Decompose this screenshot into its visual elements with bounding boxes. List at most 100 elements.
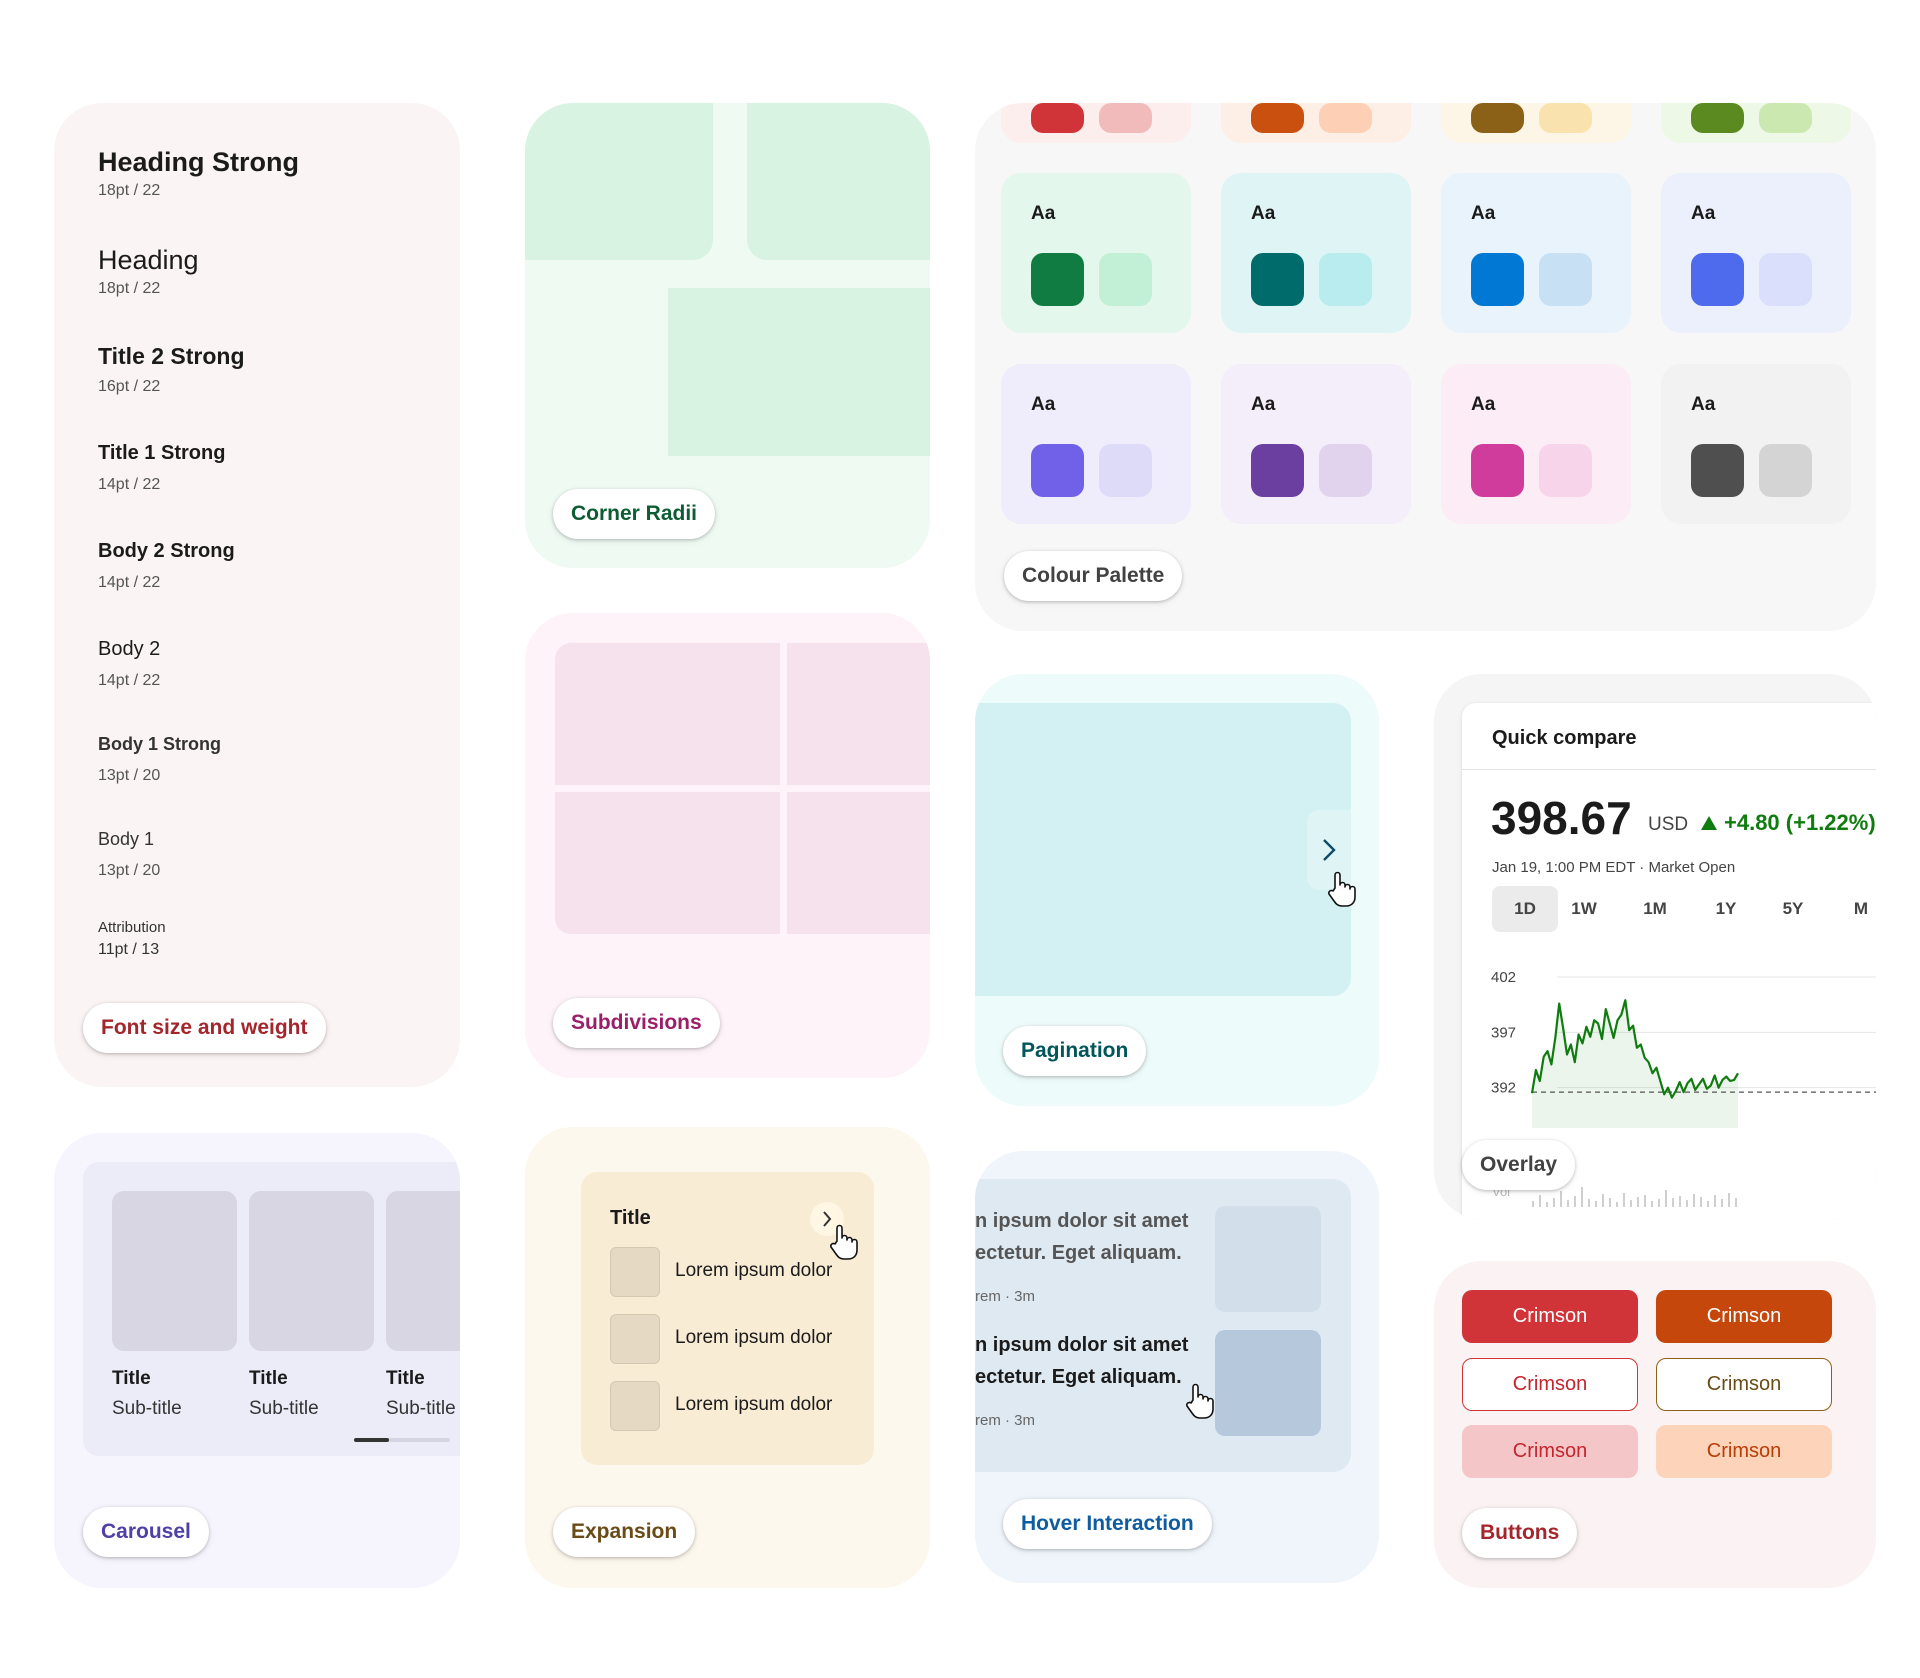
type-sample-title2-strong: Title 2 Strong bbox=[98, 343, 245, 369]
volume-bar bbox=[1553, 1198, 1555, 1207]
carousel-item-title: Title bbox=[112, 1368, 151, 1389]
colour-palette-chip[interactable]: Colour Palette bbox=[1004, 551, 1183, 601]
color-swatch-light bbox=[1539, 444, 1592, 497]
overlay-chip[interactable]: Overlay bbox=[1462, 1140, 1576, 1190]
expansion-panel: Title Lorem ipsum dolor Lorem ipsum dolor… bbox=[581, 1172, 874, 1465]
buttons-card: Crimson Crimson Crimson Crimson Crimson … bbox=[1434, 1261, 1876, 1588]
timeframe-tab[interactable]: 5Y bbox=[1782, 899, 1804, 918]
timeframe-tab[interactable]: M bbox=[1853, 899, 1869, 918]
color-swatch-dark bbox=[1251, 444, 1304, 497]
pagination-chip[interactable]: Pagination bbox=[1003, 1026, 1147, 1076]
list-item-thumbnail bbox=[610, 1381, 660, 1431]
color-swatch-light bbox=[1759, 253, 1812, 306]
color-swatch-dark bbox=[1691, 103, 1744, 133]
color-swatch-light bbox=[1099, 253, 1152, 306]
palette-swatch-card: Aa bbox=[1661, 364, 1851, 524]
filled-crimson-button[interactable]: Crimson bbox=[1462, 1290, 1638, 1343]
tinted-crimson-button[interactable]: Crimson bbox=[1462, 1425, 1638, 1478]
color-swatch-dark bbox=[1031, 253, 1084, 306]
color-swatch-light bbox=[1759, 444, 1812, 497]
list-item-label[interactable]: Lorem ipsum dolor bbox=[675, 1394, 833, 1415]
article-headline[interactable]: ectetur. Eget aliquam. bbox=[975, 1242, 1182, 1264]
stock-price: 398.67 bbox=[1491, 792, 1632, 844]
carousel-item-subtitle: Sub-title bbox=[249, 1398, 319, 1419]
article-headline[interactable]: n ipsum dolor sit amet bbox=[975, 1334, 1189, 1356]
panel-title: Quick compare bbox=[1492, 727, 1637, 749]
timeframe-tab[interactable]: 1W bbox=[1571, 899, 1597, 918]
palette-swatch-card bbox=[1001, 103, 1191, 143]
volume-bar bbox=[1693, 1194, 1695, 1207]
subdivisions-card: Subdivisions bbox=[525, 613, 930, 1078]
timeframe-tab[interactable]: 1M bbox=[1643, 899, 1667, 918]
color-swatch-dark bbox=[1031, 444, 1084, 497]
pagination-slide bbox=[975, 703, 1351, 996]
volume-bar bbox=[1574, 1196, 1576, 1207]
volume-bar bbox=[1707, 1201, 1709, 1207]
volume-bar bbox=[1665, 1190, 1667, 1207]
palette-swatch-card: Aa bbox=[1001, 364, 1191, 524]
quick-compare-panel: Quick compare 398.67 USD +4.80 (+1.22%) … bbox=[1462, 703, 1876, 1219]
carousel-scrollbar-track[interactable] bbox=[354, 1438, 450, 1442]
timeframe-tab[interactable]: 1Y bbox=[1715, 899, 1737, 918]
volume-bar bbox=[1714, 1195, 1716, 1207]
filled-pumpkin-button[interactable]: Crimson bbox=[1656, 1290, 1832, 1343]
outline-olive-button[interactable]: Crimson bbox=[1656, 1358, 1832, 1411]
chevron-right-icon bbox=[1323, 839, 1336, 861]
article-thumbnail[interactable] bbox=[1215, 1206, 1321, 1312]
y-tick-label: 397 bbox=[1491, 1024, 1516, 1041]
type-spec: 18pt / 22 bbox=[98, 182, 161, 199]
carousel-item-title: Title bbox=[386, 1368, 425, 1389]
buttons-chip[interactable]: Buttons bbox=[1462, 1508, 1578, 1558]
price-area bbox=[1532, 1000, 1738, 1128]
arrow-up-icon bbox=[1701, 816, 1717, 830]
type-spec: 14pt / 22 bbox=[98, 574, 161, 591]
list-item-thumbnail bbox=[610, 1247, 660, 1297]
carousel-item-image[interactable] bbox=[249, 1191, 374, 1351]
list-item-thumbnail bbox=[610, 1314, 660, 1364]
timeframe-tabs: 1D 1W 1M 1Y 5Y M bbox=[1492, 886, 1876, 932]
type-sample-heading-strong: Heading Strong bbox=[98, 147, 299, 177]
color-swatch-dark bbox=[1691, 444, 1744, 497]
panel-divider bbox=[1462, 769, 1876, 770]
outline-crimson-button[interactable]: Crimson bbox=[1462, 1358, 1638, 1411]
hover-interaction-chip[interactable]: Hover Interaction bbox=[1003, 1499, 1212, 1549]
volume-bar bbox=[1560, 1191, 1562, 1207]
radius-sample-tile bbox=[668, 288, 930, 456]
price-chart: 402397392387 bbox=[1491, 969, 1876, 1128]
list-item-label[interactable]: Lorem ipsum dolor bbox=[675, 1327, 833, 1348]
font-size-weight-chip[interactable]: Font size and weight bbox=[83, 1003, 326, 1053]
radius-sample-tile bbox=[525, 103, 713, 260]
article-headline[interactable]: n ipsum dolor sit amet bbox=[975, 1210, 1189, 1232]
palette-swatch-card bbox=[1441, 103, 1631, 143]
subdivision-tile bbox=[555, 643, 780, 785]
carousel-item-image[interactable] bbox=[386, 1191, 460, 1351]
color-swatch-dark bbox=[1471, 444, 1524, 497]
volume-bar bbox=[1532, 1201, 1534, 1207]
palette-swatch-card: Aa bbox=[1441, 364, 1631, 524]
carousel-item-title: Title bbox=[249, 1368, 288, 1389]
volume-bar bbox=[1700, 1197, 1702, 1207]
volume-bar bbox=[1630, 1200, 1632, 1207]
type-sample-body2: Body 2 bbox=[98, 638, 161, 660]
next-page-button[interactable] bbox=[1307, 810, 1351, 890]
sample-text: Aa bbox=[1251, 394, 1276, 415]
article-thumbnail[interactable] bbox=[1215, 1330, 1321, 1436]
palette-swatch-card: Aa bbox=[1661, 173, 1851, 333]
sample-text: Aa bbox=[1251, 203, 1276, 224]
volume-bar bbox=[1672, 1198, 1674, 1207]
price-timestamp: Jan 19, 1:00 PM EDT · Market Open bbox=[1492, 859, 1736, 876]
subdivisions-chip[interactable]: Subdivisions bbox=[553, 998, 720, 1048]
carousel-item-subtitle: Sub-title bbox=[386, 1398, 456, 1419]
list-item-label[interactable]: Lorem ipsum dolor bbox=[675, 1260, 833, 1281]
carousel-scrollbar-thumb[interactable] bbox=[354, 1438, 389, 1442]
timeframe-tab[interactable]: 1D bbox=[1492, 886, 1558, 932]
carousel-item-image[interactable] bbox=[112, 1191, 237, 1351]
expansion-chip[interactable]: Expansion bbox=[553, 1507, 696, 1557]
carousel-card: Title Sub-title Title Sub-title Title Sub-tit… bbox=[54, 1133, 460, 1588]
carousel-chip[interactable]: Carousel bbox=[83, 1507, 209, 1557]
radius-sample-tile bbox=[747, 103, 930, 260]
tinted-pumpkin-button[interactable]: Crimson bbox=[1656, 1425, 1832, 1478]
sample-text: Aa bbox=[1691, 394, 1716, 415]
article-headline[interactable]: ectetur. Eget aliquam. bbox=[975, 1366, 1182, 1388]
corner-radii-chip[interactable]: Corner Radii bbox=[553, 489, 716, 539]
